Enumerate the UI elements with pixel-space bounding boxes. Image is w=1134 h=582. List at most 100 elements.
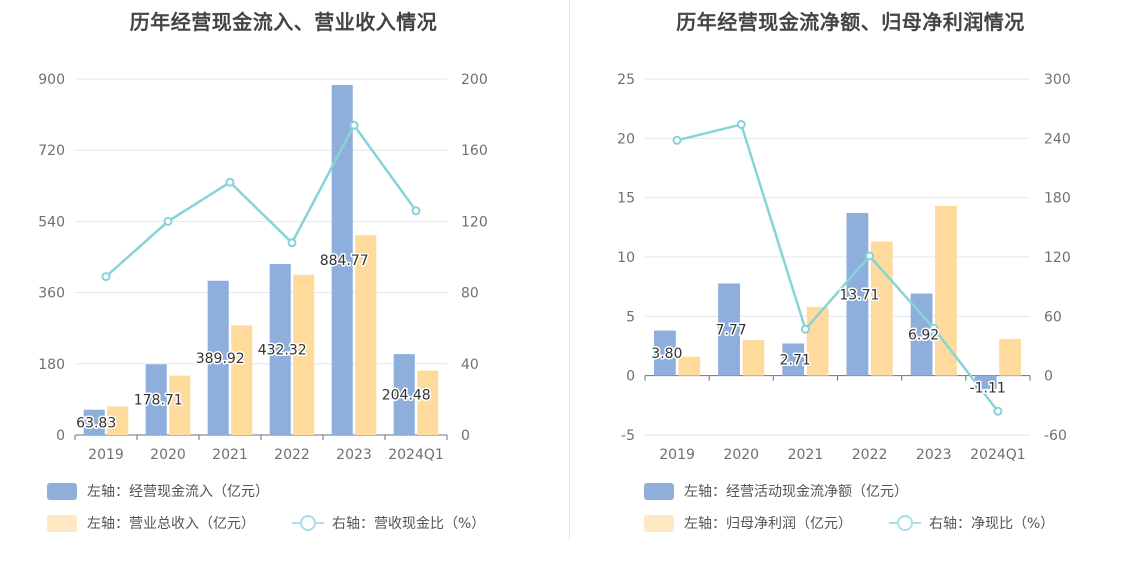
right-line-point[interactable] [993, 406, 1003, 416]
right-data-label: 6.92 [908, 328, 939, 344]
right-data-label: 3.80 [651, 346, 682, 362]
legend-label-bar1: 左轴：经营现金流入（亿元） [87, 484, 269, 500]
legend-item-bar2[interactable]: 左轴：营业总收入（亿元） [47, 513, 255, 533]
left-axis-tick-label: 720 [38, 143, 65, 159]
right-axis-tick-label: 60 [1044, 309, 1062, 325]
left-data-label: 63.83 [76, 415, 116, 431]
left-bar-series2[interactable] [293, 274, 315, 435]
right-bar-series2[interactable] [742, 340, 765, 376]
right-bar-series2[interactable] [806, 306, 829, 376]
left-bar-series2[interactable] [107, 406, 129, 435]
left-bar-series1[interactable] [331, 85, 353, 435]
right-line-series [676, 122, 999, 413]
left-chart-title: 历年经营现金流入、营业收入情况 [129, 10, 438, 34]
legend-label-bar1: 左轴：经营活动现金流净额（亿元） [684, 484, 908, 500]
x-axis-tick-label: 2022 [852, 447, 888, 463]
left-chart-legend: 左轴：经营现金流入（亿元） 左轴：营业总收入（亿元） 右轴：营收现金比（%） [47, 481, 485, 533]
left-line-point[interactable] [411, 206, 421, 216]
left-line-series [105, 122, 418, 278]
right-bar-series2[interactable] [935, 205, 957, 376]
legend-label-bar2: 左轴：营业总收入（亿元） [87, 516, 255, 532]
right-line-point[interactable] [736, 119, 746, 129]
legend-line-symbol-icon [889, 514, 921, 532]
right-axis-tick-label: 40 [461, 357, 479, 373]
left-axis-tick-label: -5 [621, 428, 635, 444]
right-bar-series1[interactable] [653, 330, 676, 376]
panel-divider [569, 0, 570, 540]
legend-swatch-bar2 [47, 514, 77, 532]
right-chart-title: 历年经营现金流净额、归母净利润情况 [676, 10, 1025, 34]
left-bar-series2[interactable] [231, 325, 253, 435]
left-chart-panel: 历年经营现金流入、营业收入情况 0 180 360 540 720 900 0 40 80 120… [38, 10, 488, 533]
right-chart-legend: 左轴：经营活动现金流净额（亿元） 左轴：归母净利润（亿元） 右轴：净现比（%） [567, 0, 1134, 582]
left-axis-tick-label: 15 [617, 191, 635, 207]
right-axis-tick-label: 120 [1044, 250, 1071, 266]
right-data-label: 2.71 [780, 353, 811, 369]
left-bar-series2[interactable] [417, 370, 439, 435]
x-axis-tick-label: 2019 [88, 447, 124, 463]
x-axis-tick-label: 2023 [336, 447, 372, 463]
left-axis-tick-label: 540 [38, 214, 65, 230]
right-bar-series1[interactable] [718, 283, 740, 376]
right-line-point[interactable] [800, 324, 810, 334]
right-bar-series1[interactable] [782, 343, 805, 376]
x-axis-tick-label: 2024Q1 [388, 447, 444, 463]
right-bar-series2[interactable] [678, 356, 701, 376]
right-axis-tick-label: 0 [1044, 369, 1053, 385]
right-bar-series1[interactable] [846, 212, 869, 376]
right-line-point[interactable] [929, 323, 939, 333]
left-bar-series2[interactable] [355, 235, 377, 435]
right-data-label: -1.11 [970, 381, 1006, 397]
legend-item-line[interactable]: 右轴：营收现金比（%） [292, 513, 485, 533]
left-data-label: 178.71 [134, 393, 183, 409]
left-axis-tick-label: 0 [626, 369, 635, 385]
legend-label-line: 右轴：净现比（%） [929, 516, 1055, 532]
left-axis-tick-label: 900 [38, 72, 65, 88]
right-bar-series1[interactable] [974, 375, 997, 389]
right-axis-tick-label: 300 [1044, 72, 1071, 88]
right-axis-tick-label: 240 [1044, 131, 1071, 147]
left-axis-tick-label: 360 [38, 286, 65, 302]
left-data-label: 884.77 [320, 253, 369, 269]
right-bar-series2[interactable] [999, 338, 1022, 376]
left-axis-tick-label: 0 [56, 428, 65, 444]
left-bar-series1[interactable] [207, 280, 229, 435]
left-axis-tick-label: 20 [617, 131, 635, 147]
x-axis-tick-label: 2020 [723, 447, 759, 463]
left-bar-series1[interactable] [83, 409, 105, 435]
legend-label-line: 右轴：营收现金比（%） [332, 516, 486, 532]
left-line-point[interactable] [225, 177, 235, 187]
left-line-point[interactable] [349, 120, 359, 130]
left-bar-series2[interactable] [169, 375, 191, 435]
right-axis-tick-label: -60 [1044, 428, 1067, 444]
right-chart-plot: -5 0 5 10 15 20 25 -60 0 60 120 180 240 300 2019 2020 20… [617, 72, 1071, 463]
left-axis-tick-label: 180 [38, 357, 65, 373]
right-axis-tick-label: 0 [461, 428, 470, 444]
right-data-label: 13.71 [839, 287, 879, 303]
left-chart-plot: 0 180 360 540 720 900 0 40 80 120 160 200 2019 2020 20… [38, 72, 488, 463]
left-data-label: 204.48 [382, 388, 431, 404]
left-bar-series1[interactable] [269, 263, 291, 435]
legend-item-bar1[interactable]: 左轴：经营现金流入（亿元） [47, 481, 269, 501]
right-chart-panel: 历年经营现金流净额、归母净利润情况 -5 0 5 10 15 20 25 -60 0 60 120 1… [567, 0, 1134, 582]
left-line-point[interactable] [287, 238, 297, 248]
x-axis-tick-label: 2022 [274, 447, 310, 463]
left-axis-tick-label: 10 [617, 250, 635, 266]
left-bar-series1[interactable] [393, 354, 415, 435]
right-axis-tick-label: 120 [461, 214, 488, 230]
right-bar-series1[interactable] [910, 293, 933, 376]
left-bar-series1[interactable] [145, 364, 167, 435]
legend-line-symbol-icon [292, 514, 324, 532]
legend-item-bar2[interactable]: 左轴：归母净利润（亿元） [644, 513, 852, 533]
left-line-point[interactable] [101, 272, 111, 282]
right-line-point[interactable] [865, 251, 875, 261]
left-line-point[interactable] [163, 216, 173, 226]
legend-item-bar1[interactable]: 左轴：经营活动现金流净额（亿元） [644, 481, 908, 501]
legend-swatch-bar1 [644, 482, 674, 500]
right-data-label: 7.77 [715, 323, 746, 339]
right-line-point[interactable] [672, 135, 682, 145]
left-data-label: 389.92 [196, 351, 245, 367]
x-axis-tick-label: 2024Q1 [970, 447, 1026, 463]
x-axis-tick-label: 2021 [212, 447, 248, 463]
legend-item-line[interactable]: 右轴：净现比（%） [889, 513, 1054, 533]
